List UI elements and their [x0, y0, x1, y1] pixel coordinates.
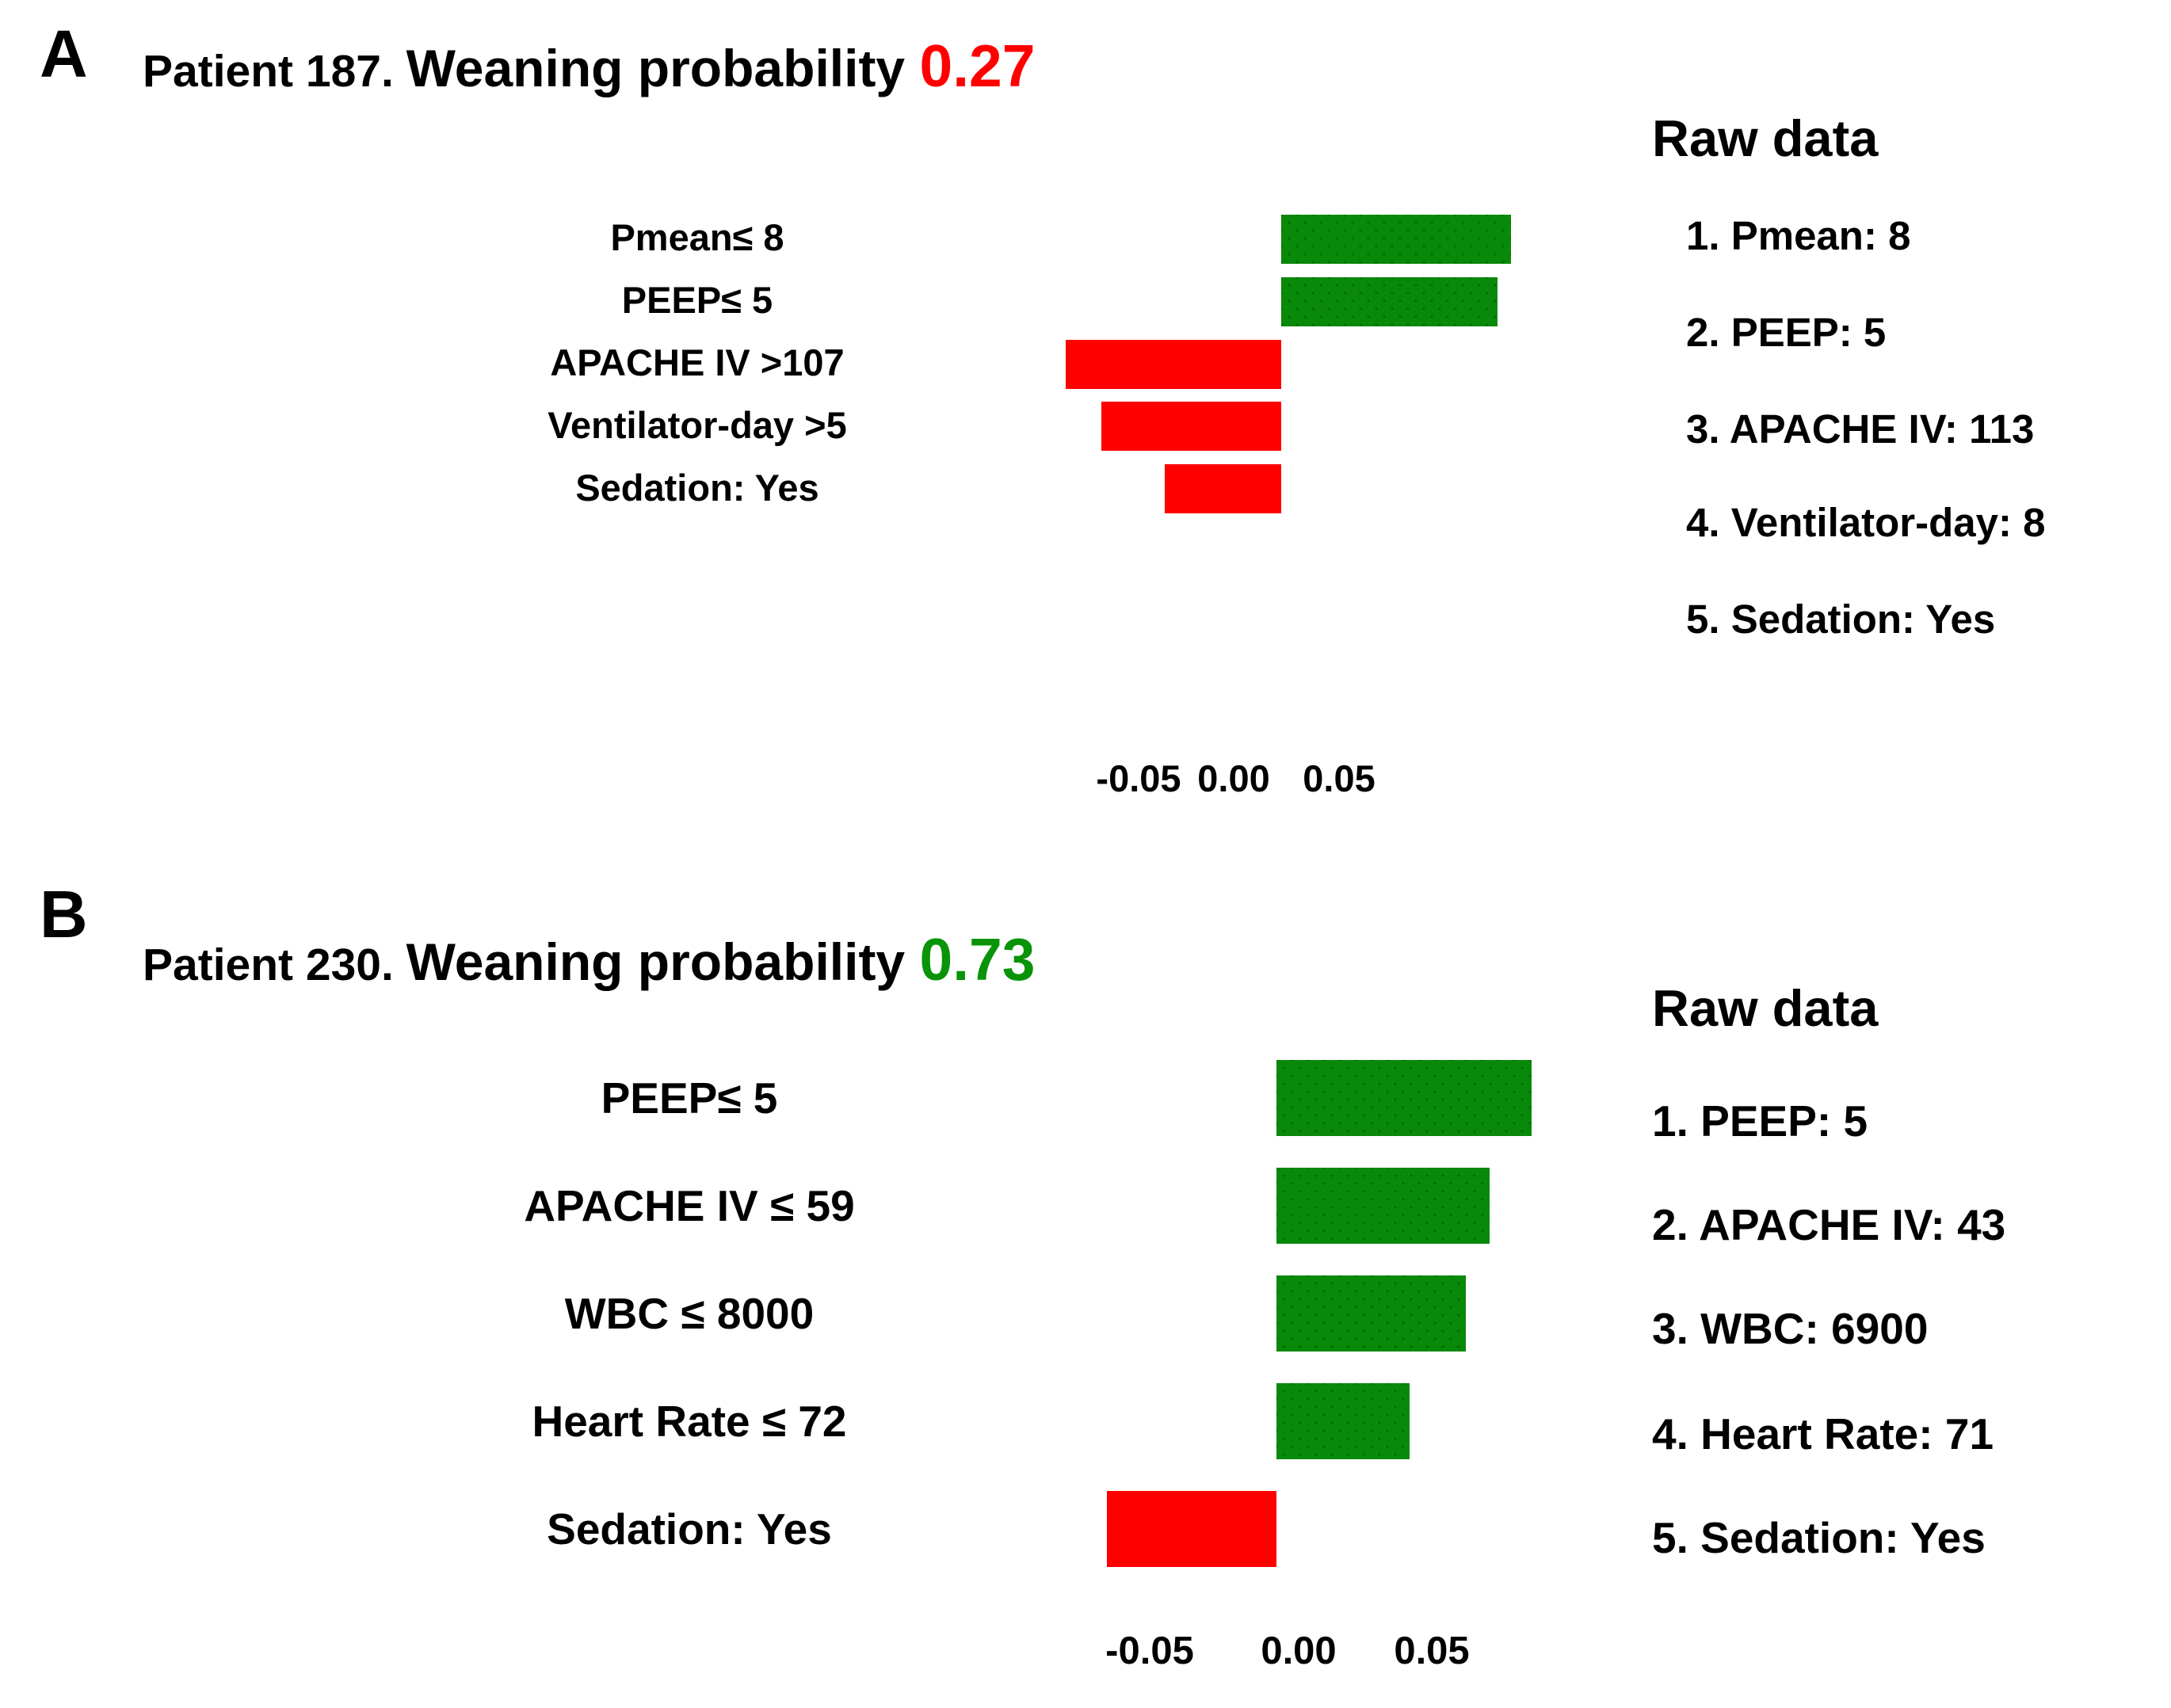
- feature-label: Sedation: Yes: [575, 467, 819, 509]
- raw-data-item: 5. Sedation: Yes: [1686, 597, 1996, 642]
- panel-b-title-patient: Patient 230.: [143, 940, 406, 990]
- contribution-bar: [1276, 1168, 1490, 1244]
- raw-data-item: 4. Ventilator-day: 8: [1686, 500, 2046, 545]
- raw-data-item: 5. Sedation: Yes: [1652, 1513, 1986, 1562]
- feature-label: Ventilator-day >5: [548, 404, 847, 446]
- raw-data-heading: Raw data: [1652, 979, 1879, 1037]
- contribution-bar: [1107, 1491, 1276, 1567]
- contribution-bar: [1281, 277, 1498, 326]
- raw-data-item: 3. APACHE IV: 113: [1686, 406, 2035, 452]
- panel-b-title: Patient 230. Weaning probability 0.73: [143, 925, 1035, 993]
- panel-a-title-label: Weaning probability: [406, 39, 920, 97]
- raw-data-item: 1. PEEP: 5: [1652, 1096, 1868, 1146]
- x-tick-label: 0.05: [1394, 1630, 1470, 1672]
- panel-a-probability-value: 0.27: [919, 32, 1036, 99]
- panel-b-letter: B: [40, 877, 88, 951]
- panel-b-probability-value: 0.73: [919, 926, 1036, 993]
- feature-label: PEEP≤ 5: [601, 1073, 778, 1123]
- panel-a-title: Patient 187. Weaning probability 0.27: [143, 32, 1035, 100]
- contribution-bar: [1101, 402, 1281, 451]
- feature-label: Sedation: Yes: [547, 1504, 832, 1554]
- feature-label: Pmean≤ 8: [610, 216, 784, 258]
- raw-data-item: 2. APACHE IV: 43: [1652, 1200, 2006, 1249]
- panel-a-letter: A: [40, 17, 88, 91]
- raw-data-heading: Raw data: [1652, 109, 1879, 167]
- x-tick-label: 0.05: [1303, 757, 1375, 799]
- feature-label: PEEP≤ 5: [621, 279, 773, 321]
- contribution-bar: [1276, 1060, 1532, 1136]
- panel-b-title-label: Weaning probability: [406, 932, 920, 991]
- feature-label: APACHE IV ≤ 59: [524, 1181, 855, 1230]
- raw-data-item: 4. Heart Rate: 71: [1652, 1409, 1994, 1458]
- x-tick-label: -0.05: [1096, 757, 1181, 799]
- feature-label: WBC ≤ 8000: [564, 1289, 815, 1338]
- raw-data-item: 1. Pmean: 8: [1686, 213, 1911, 258]
- raw-data-item: 3. WBC: 6900: [1652, 1304, 1929, 1353]
- x-tick-label: -0.05: [1105, 1630, 1194, 1672]
- contribution-bar: [1281, 215, 1511, 264]
- feature-label: APACHE IV >107: [550, 341, 845, 383]
- panel-a-title-patient: Patient 187.: [143, 46, 406, 97]
- raw-data-item: 2. PEEP: 5: [1686, 310, 1887, 355]
- contribution-bar: [1066, 340, 1281, 389]
- contribution-bar: [1276, 1383, 1410, 1459]
- feature-label: Heart Rate ≤ 72: [532, 1397, 847, 1446]
- x-tick-label: 0.00: [1197, 757, 1270, 799]
- contribution-bar: [1276, 1275, 1466, 1352]
- contribution-bar: [1165, 464, 1281, 513]
- x-tick-label: 0.00: [1261, 1630, 1337, 1672]
